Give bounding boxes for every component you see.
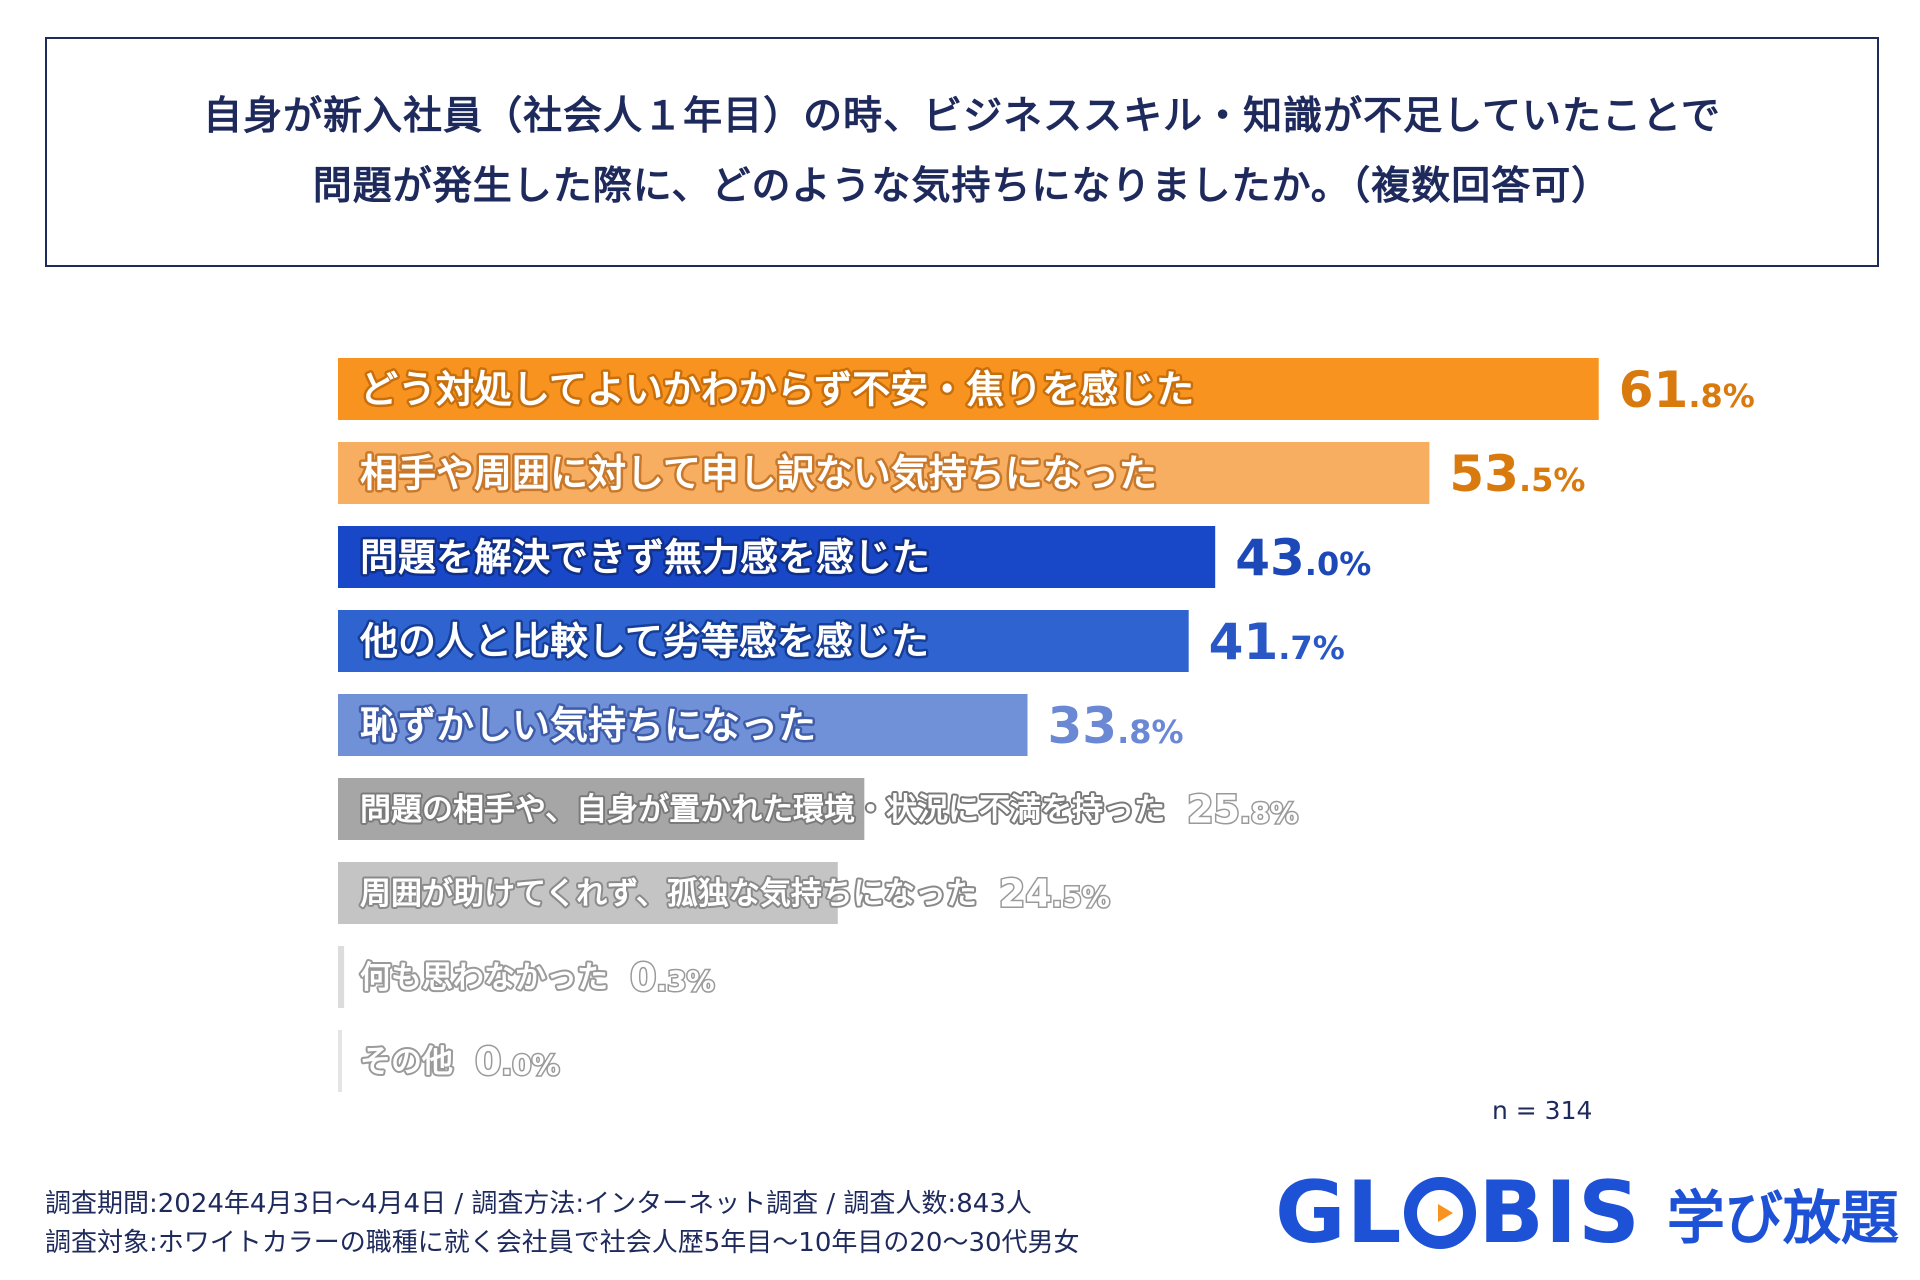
logo-play-icon — [1404, 1177, 1477, 1249]
logo-text-start: GL — [1275, 1163, 1403, 1263]
category-label-3: 問題を解決できず無力感を感じた — [360, 536, 930, 580]
value-label-7: 24.5% — [999, 872, 1110, 916]
bar-6 — [338, 778, 865, 840]
value-label-3: 43.0% — [1235, 529, 1371, 587]
bar-9 — [338, 1030, 342, 1092]
value-label-4: 41.7% — [1209, 613, 1345, 671]
chart-title-line-1: 自身が新入社員（社会人１年目）の時、ビジネススキル・知識が不足していたことで — [203, 94, 1721, 139]
title-box: 自身が新入社員（社会人１年目）の時、ビジネススキル・知識が不足していたことで 問… — [45, 37, 1879, 267]
survey-info-line-2: 調査対象:ホワイトカラーの職種に就く会社員で社会人歴5年目〜10年目の20〜30… — [45, 1228, 1080, 1258]
bar-5 — [338, 694, 1028, 756]
value-label-5: 33.8% — [1048, 697, 1184, 755]
bar-3 — [338, 526, 1216, 588]
category-label-5: 恥ずかしい気持ちになった — [360, 704, 816, 748]
bar-7 — [338, 862, 838, 924]
logo-wordmark: GL BIS — [1275, 1163, 1641, 1263]
value-label-2: 53.5% — [1449, 445, 1585, 503]
value-label-1: 61.8% — [1619, 361, 1755, 419]
value-label-6: 25.8% — [1187, 788, 1298, 832]
category-label-6: 問題の相手や、自身が置かれた環境・状況に不満を持った — [360, 792, 1165, 828]
logo-text-end: BIS — [1478, 1163, 1641, 1263]
category-label-7: 周囲が助けてくれず、孤独な気持ちになった — [360, 876, 977, 912]
sample-size-label: n = 314 — [1492, 1096, 1593, 1125]
globis-logo: GL BIS 学び放題 — [1275, 1163, 1899, 1263]
survey-info-line-1: 調査期間:2024年4月3日〜4月4日 / 調査方法:インターネット調査 / 調… — [45, 1189, 1032, 1219]
value-label-8: 0.3% — [630, 956, 715, 1000]
chart-title-line-2: 問題が発生した際に、どのような気持ちになりましたか。（複数回答可） — [312, 164, 1612, 209]
bar-1 — [338, 358, 1599, 420]
category-label-1: どう対処してよいかわからず不安・焦りを感じた — [360, 368, 1194, 412]
category-label-2: 相手や周囲に対して申し訳ない気持ちになった — [360, 452, 1157, 496]
logo-subtitle: 学び放題 — [1666, 1184, 1899, 1252]
value-label-9: 0.0% — [475, 1040, 560, 1084]
bar-2 — [338, 442, 1430, 504]
bar-8 — [338, 946, 345, 1008]
category-label-8: 何も思わなかった — [360, 960, 608, 996]
category-label-4: 他の人と比較して劣等感を感じた — [359, 620, 929, 664]
category-label-9: その他 — [360, 1044, 453, 1080]
bar-4 — [338, 610, 1189, 672]
